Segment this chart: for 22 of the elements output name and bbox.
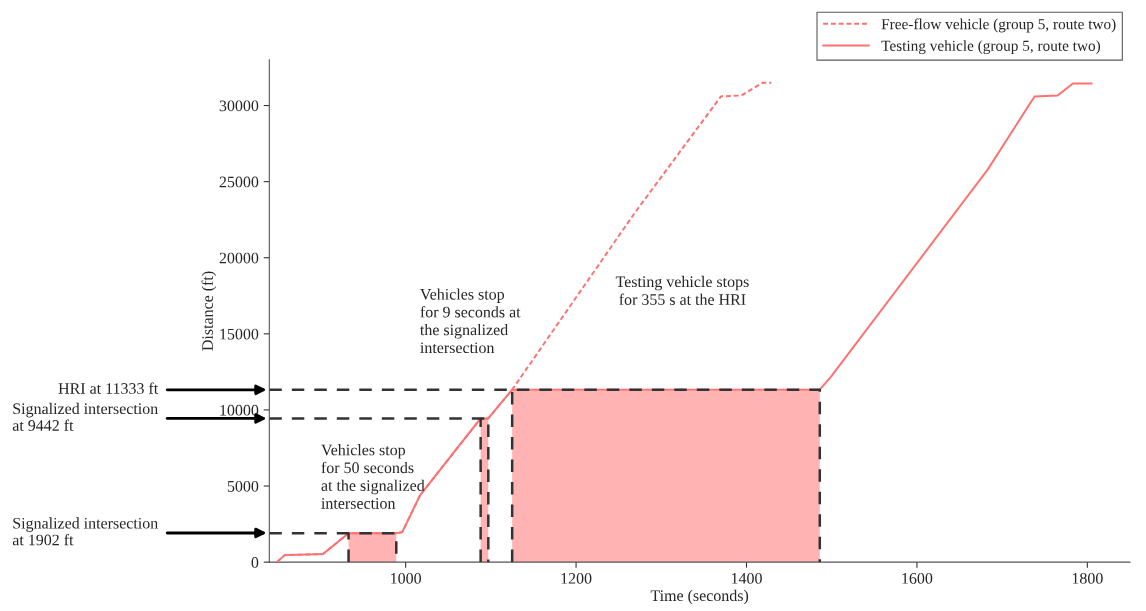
x-axis-title: Time (seconds) <box>650 589 749 605</box>
text: HRI at 11333 ft <box>58 382 159 394</box>
legend-label: Testing vehicle (group 5, route two) <box>881 40 1101 55</box>
y-tick-label: 10000 <box>220 404 259 416</box>
annotation: Testing vehicle stops for 355 s at the HRI <box>615 275 749 305</box>
text: Signalized intersection at 1902 ft <box>12 517 158 546</box>
y-tick-label: 30000 <box>219 100 259 112</box>
x-tick-label: 1000 <box>391 573 422 584</box>
x-tick-label: 1200 <box>561 573 592 584</box>
text: Signalized intersection at 9442 ft <box>12 402 158 431</box>
y-tick-label: 0 <box>251 557 259 568</box>
x-tick-label: 1800 <box>1072 573 1103 584</box>
annotation: Vehicles stop for 50 seconds at the signalized intersection <box>321 444 425 509</box>
y-tick-label: 15000 <box>220 328 259 340</box>
y-tick-label: 25000 <box>219 176 259 188</box>
legend-label: Free-flow vehicle (group 5, route two) <box>881 18 1116 33</box>
annotation: Vehicles stop for 9 seconds at the signalized intersection <box>420 288 521 354</box>
x-tick-label: 1600 <box>902 573 933 584</box>
y-axis-title: Distance (ft) <box>201 271 217 351</box>
y-tick-label: 20000 <box>219 252 259 264</box>
x-tick-label: 1400 <box>731 573 762 584</box>
y-tick-label: 5000 <box>227 480 259 492</box>
